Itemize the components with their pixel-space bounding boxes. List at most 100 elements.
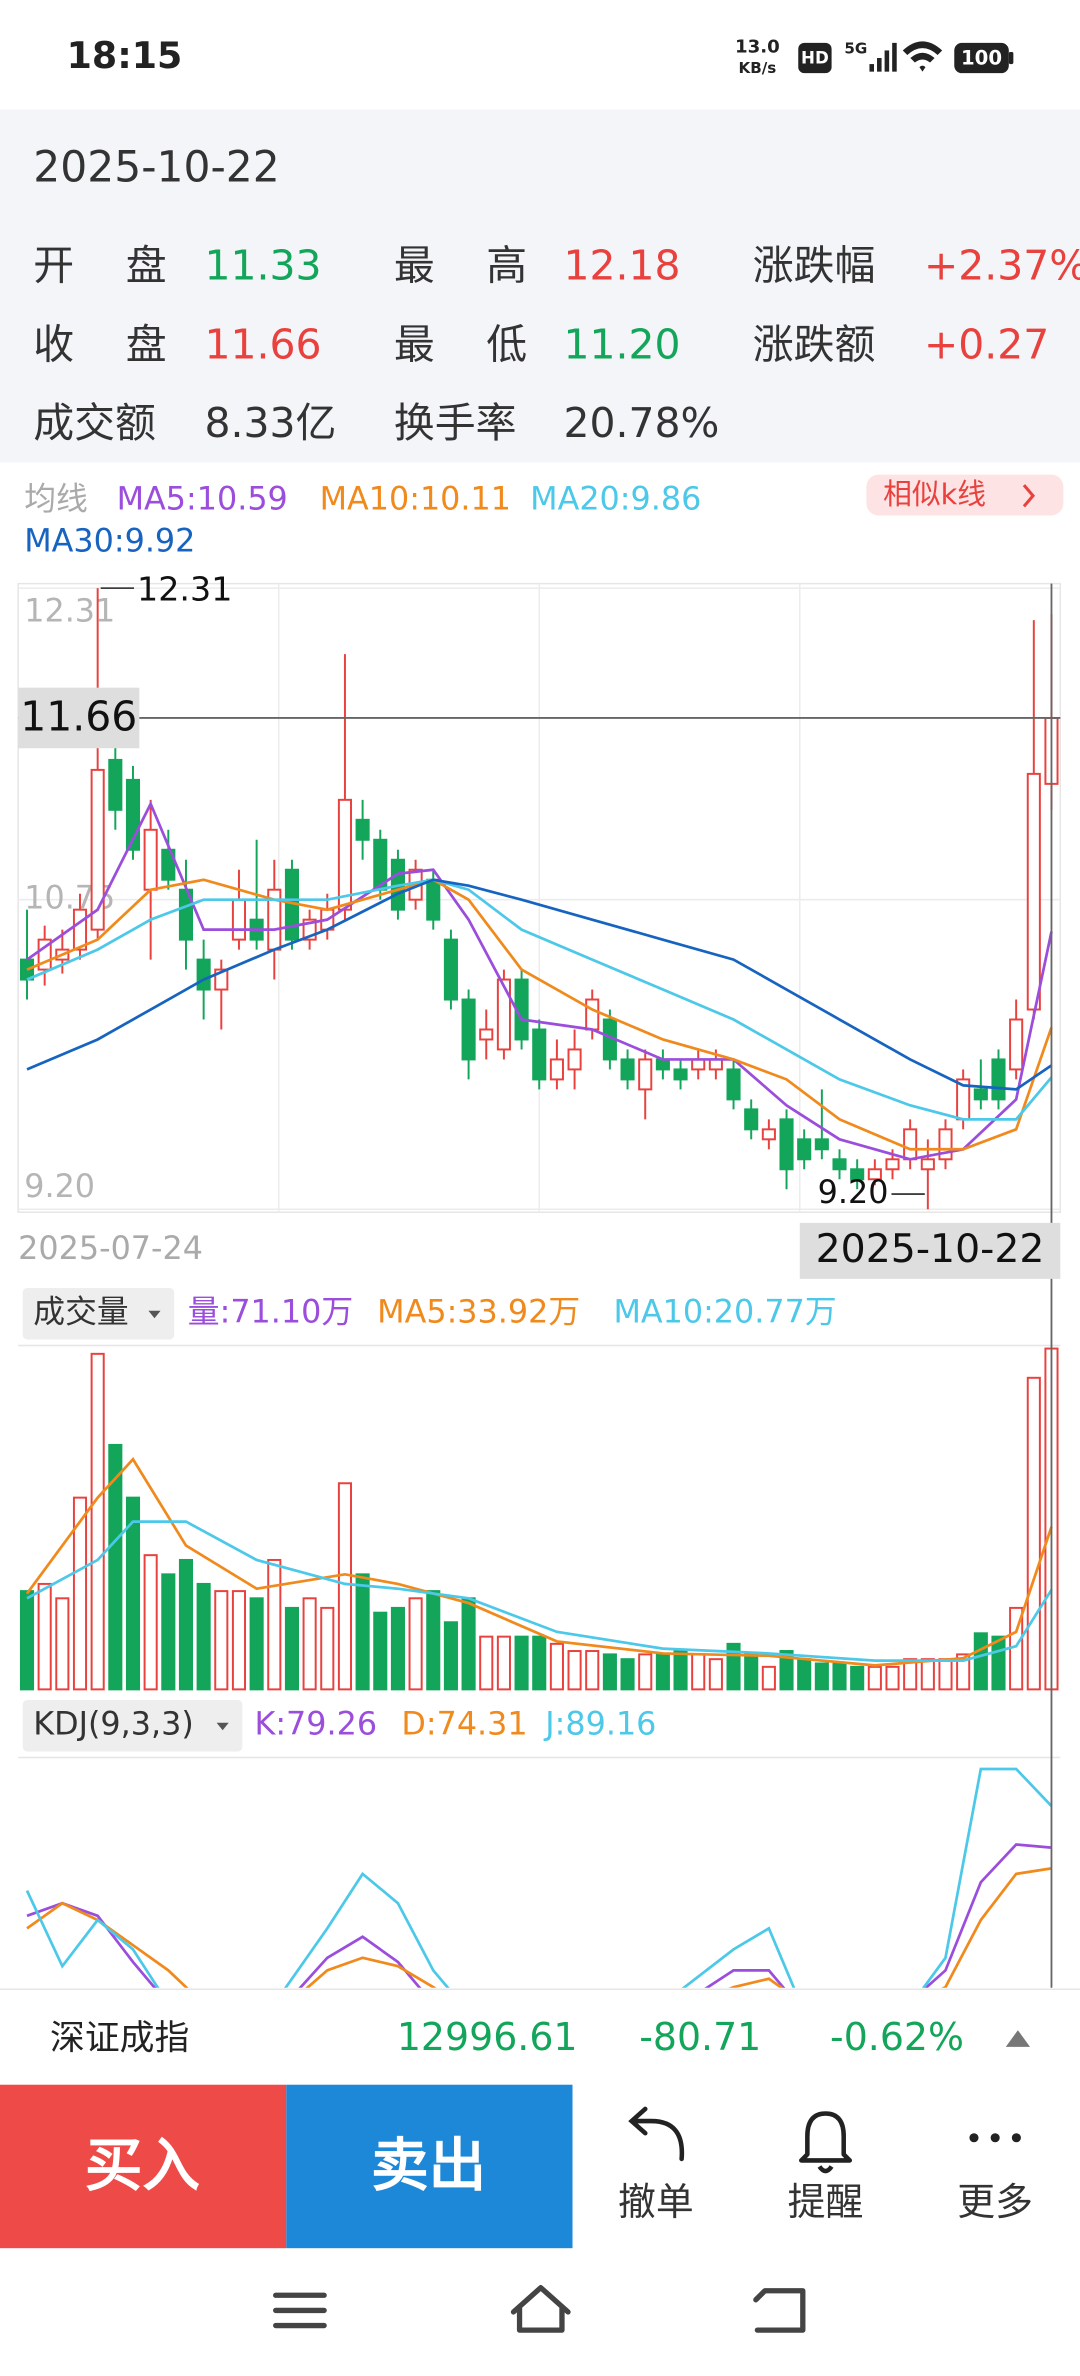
similar-k-label[interactable]: 相似k线 (883, 477, 986, 511)
candle-body (726, 1068, 741, 1101)
crosshair-date: 2025-10-22 (816, 1226, 1045, 1272)
buy-button[interactable] (0, 2084, 287, 2249)
quote-date: 2025-10-22 (33, 144, 279, 193)
volume-indicator[interactable]: 成交量 (33, 1294, 128, 1331)
legend-entry: MA10:20.77万 (613, 1294, 836, 1331)
start-date: 2025-07-24 (18, 1230, 203, 1267)
volume-bar (761, 1665, 776, 1691)
volume-bar (832, 1662, 847, 1691)
network-type: 5G (844, 39, 867, 57)
crosshair: 11.66 2025-10-22 (18, 583, 1061, 1988)
undo-icon[interactable] (628, 2106, 685, 2162)
y-tick-label: 9.20 (24, 1168, 95, 1205)
candle-body (1009, 1018, 1024, 1071)
low-label: 9.20 (818, 1174, 889, 1211)
candle-body (885, 1158, 900, 1171)
expand-icon[interactable] (1005, 2030, 1031, 2047)
candle-body (461, 998, 476, 1061)
candle-body (973, 1088, 988, 1101)
sell-button[interactable] (286, 2084, 573, 2249)
net-speed: 13.0 (735, 36, 780, 57)
more-icon[interactable] (969, 2133, 1021, 2143)
volume-plot (19, 1347, 1059, 1691)
index-value: 12996.61 (397, 2015, 578, 2059)
battery-level: 100 (961, 46, 1002, 69)
menu-nav[interactable] (273, 2292, 327, 2329)
volume-bar (90, 1352, 105, 1691)
kdj-selector[interactable] (22, 1699, 243, 1752)
legend-entry: MA5:10.59 (117, 480, 288, 517)
kdj-plot (25, 1767, 1053, 1988)
dropdown-icon (216, 1722, 229, 1731)
chevron-icon (1022, 484, 1036, 508)
candle-body (814, 1138, 829, 1151)
volume-bar (991, 1635, 1006, 1691)
buy-label[interactable]: 买入 (85, 2132, 200, 2199)
candle-body (991, 1058, 1006, 1101)
similar-k-button[interactable] (866, 474, 1064, 516)
action-label[interactable]: 撤单 (618, 2180, 694, 2224)
field-label: 涨跌幅 (753, 242, 876, 290)
volume-bar (125, 1496, 141, 1691)
price-vgrid (277, 583, 801, 1213)
volume-bar (885, 1665, 900, 1691)
volume-bar (426, 1590, 441, 1691)
action-label[interactable]: 提醒 (788, 2180, 864, 2224)
candle-body (585, 998, 600, 1031)
volume-bar (461, 1597, 476, 1691)
volume-bar (373, 1611, 388, 1691)
candle-body (496, 978, 511, 1051)
index-change-pct: -0.62% (830, 2015, 964, 2059)
volume-bar (850, 1665, 865, 1691)
battery-tip (1008, 51, 1014, 65)
high-label: 12.31 (137, 570, 232, 609)
candle-body (620, 1058, 635, 1081)
dropdown-icon (148, 1310, 161, 1319)
volume-bar (655, 1653, 670, 1691)
volume-bar (691, 1653, 706, 1691)
candle-body (761, 1128, 776, 1141)
sell-label[interactable]: 卖出 (371, 2132, 486, 2199)
volume-bar (920, 1658, 935, 1691)
action-label[interactable]: 更多 (957, 2180, 1033, 2224)
field-value: +0.27 (924, 320, 1049, 368)
index-bar[interactable] (0, 1989, 1080, 2085)
kdj-line (26, 1867, 1052, 1988)
candle-body (161, 848, 176, 881)
candle-body (691, 1058, 706, 1071)
volume-bar (161, 1573, 176, 1691)
volume-bar (320, 1606, 335, 1691)
candle-body (567, 1048, 582, 1071)
volume-bar (496, 1635, 511, 1691)
volume-bar (390, 1606, 405, 1691)
field-value: 11.66 (204, 320, 321, 368)
legend-entry: J:89.16 (543, 1706, 656, 1743)
volume-bar (196, 1582, 211, 1691)
volume-bar (37, 1582, 52, 1691)
y-tick-label: 12.31 (24, 592, 115, 629)
candle-body (638, 1058, 653, 1091)
candle-body (532, 1028, 547, 1081)
legend-entry: 量:71.10万 (188, 1294, 353, 1331)
signal-icon (869, 42, 897, 72)
volume-bar (532, 1635, 547, 1691)
volume-bar (214, 1590, 229, 1691)
candle-body (549, 1058, 564, 1081)
net-speed-unit: KB/s (738, 59, 776, 77)
crosshair-price: 11.66 (20, 692, 137, 740)
bell-icon[interactable] (799, 2111, 853, 2174)
home-nav[interactable] (510, 2285, 571, 2333)
volume-bar (108, 1443, 123, 1691)
volume-bar (267, 1558, 282, 1691)
volume-bar (19, 1590, 35, 1691)
volume-bar (797, 1658, 812, 1691)
candle-body (108, 758, 123, 811)
back-nav[interactable] (753, 2288, 806, 2333)
volume-bar (567, 1650, 582, 1691)
legend-entry: K:79.26 (254, 1706, 377, 1743)
kdj-indicator[interactable]: KDJ(9,3,3) (33, 1706, 193, 1743)
wifi-icon (902, 41, 943, 72)
volume-selector[interactable] (22, 1287, 175, 1340)
candle-body (867, 1168, 882, 1181)
